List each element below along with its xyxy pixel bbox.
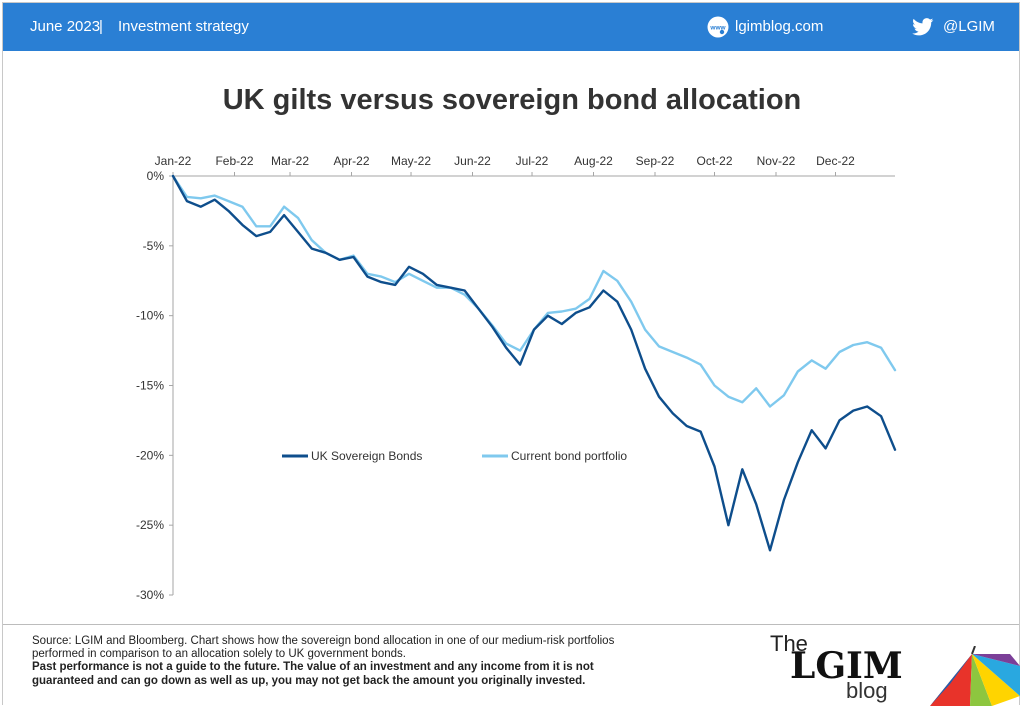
legend-label-1: Current bond portfolio — [511, 449, 627, 463]
series-line-0 — [171, 174, 897, 552]
header-date: June 2023 — [30, 18, 101, 35]
x-tick-label: Jun-22 — [454, 154, 491, 168]
header-category[interactable]: Investment strategy — [118, 18, 249, 35]
x-tick-label: Dec-22 — [816, 154, 855, 168]
y-tick-label: -10% — [136, 309, 164, 323]
x-tick-label: Nov-22 — [757, 154, 796, 168]
chart-title: UK gilts versus sovereign bond allocatio… — [222, 84, 802, 116]
source-line-2: performed in comparison to an allocation… — [32, 648, 406, 660]
y-tick-label: 0% — [147, 169, 165, 183]
x-tick-label: Feb-22 — [215, 154, 253, 168]
disclaimer-line-1: Past performance is not a guide to the f… — [32, 661, 594, 673]
x-tick-label: Aug-22 — [574, 154, 613, 168]
y-tick-label: -15% — [136, 379, 164, 393]
y-tick-label: -30% — [136, 588, 164, 602]
logo-lgim: LGIM — [790, 645, 903, 687]
footer — [3, 624, 1019, 706]
source-line-1: Source: LGIM and Bloomberg. Chart shows … — [32, 635, 615, 647]
logo-the: The — [770, 631, 808, 656]
x-tick-label: Jul-22 — [516, 154, 549, 168]
x-tick-label: Sep-22 — [636, 154, 675, 168]
logo-blog: blog — [846, 678, 888, 703]
header-separator: | — [99, 18, 103, 35]
x-tick-label: Mar-22 — [271, 154, 309, 168]
x-tick-label: Jan-22 — [155, 154, 192, 168]
header-site-link[interactable]: lgimblog.com — [735, 18, 824, 35]
svg-text:www: www — [709, 25, 726, 32]
y-tick-label: -5% — [143, 239, 165, 253]
x-tick-label: Apr-22 — [334, 154, 370, 168]
www-globe-icon: www — [707, 16, 729, 38]
twitter-bird-icon[interactable] — [912, 18, 934, 36]
series-line-1 — [171, 174, 897, 408]
header-bar: June 2023 | Investment strategy www lgim… — [3, 3, 1019, 51]
disclaimer-line-2: guaranteed and can go down as well as up… — [32, 675, 586, 687]
header-twitter-handle[interactable]: @LGIM — [943, 18, 995, 35]
x-tick-label: May-22 — [391, 154, 431, 168]
x-tick-label: Oct-22 — [696, 154, 732, 168]
y-tick-label: -25% — [136, 518, 164, 532]
legend-label-0: UK Sovereign Bonds — [311, 449, 422, 463]
umbrella-icon — [930, 646, 1020, 706]
y-tick-label: -20% — [136, 448, 164, 462]
